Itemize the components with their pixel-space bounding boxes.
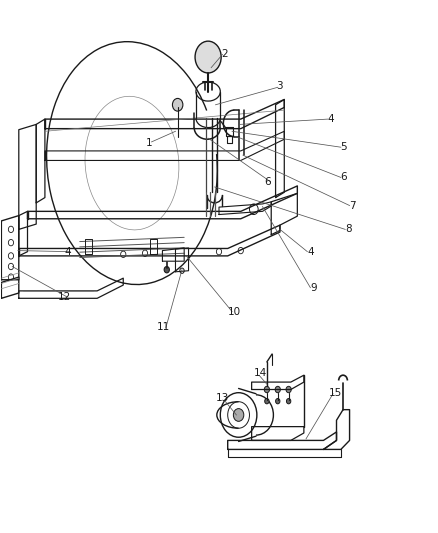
Text: 4: 4 — [64, 247, 71, 257]
Text: 13: 13 — [216, 393, 229, 403]
Circle shape — [195, 41, 221, 73]
Text: 4: 4 — [307, 247, 314, 257]
Text: 2: 2 — [221, 50, 227, 59]
Text: 14: 14 — [254, 368, 268, 377]
Circle shape — [264, 386, 269, 393]
Text: 11: 11 — [157, 322, 170, 333]
Text: 9: 9 — [310, 282, 317, 293]
Circle shape — [275, 386, 280, 393]
Text: 15: 15 — [329, 387, 342, 398]
Text: 3: 3 — [277, 81, 283, 91]
Circle shape — [265, 399, 269, 404]
Circle shape — [276, 399, 280, 404]
Text: 1: 1 — [146, 138, 153, 148]
Circle shape — [173, 99, 183, 111]
Text: 8: 8 — [345, 224, 352, 235]
Circle shape — [233, 409, 244, 421]
Text: 10: 10 — [228, 306, 241, 317]
Circle shape — [164, 266, 170, 273]
Text: 6: 6 — [265, 176, 271, 187]
Circle shape — [286, 386, 291, 393]
Text: 5: 5 — [341, 142, 347, 152]
Text: 7: 7 — [349, 200, 356, 211]
Text: 6: 6 — [341, 172, 347, 182]
Text: 4: 4 — [327, 114, 334, 124]
Circle shape — [286, 399, 291, 404]
Text: 12: 12 — [57, 292, 71, 302]
